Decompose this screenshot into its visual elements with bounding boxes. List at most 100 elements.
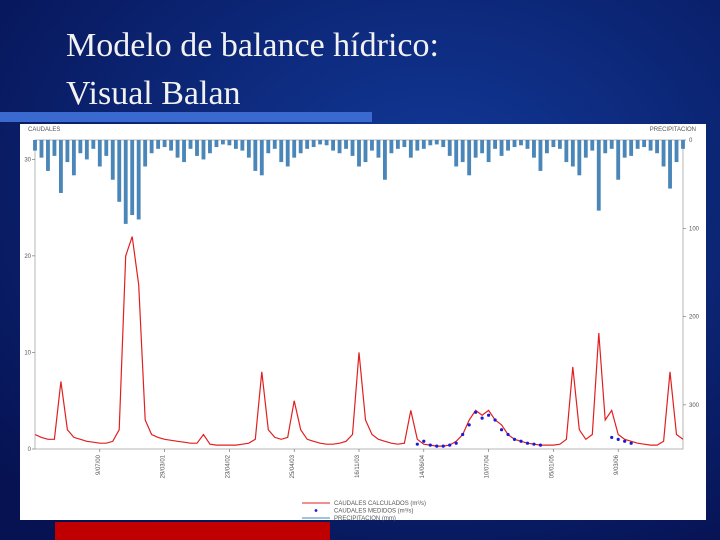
precip-bar [532,140,536,158]
measured-point [435,444,439,448]
precip-bar [454,140,459,167]
precip-bar [544,140,549,154]
precip-bar [551,140,556,148]
precip-bar [557,140,562,149]
x-tick-label: 16/11/03 [355,454,361,478]
precip-bar [655,140,660,154]
precip-bar [143,140,148,167]
precip-bar [421,140,426,149]
precip-bar [195,140,199,156]
measured-point [441,444,445,448]
precip-bar [123,140,128,224]
precip-bar [33,140,37,151]
chart-panel [20,124,706,520]
precip-bar [214,140,219,148]
slide-title: Modelo de balance hídrico: [66,27,439,64]
measured-point [461,432,465,437]
precip-bar [240,140,245,151]
x-tick-label: 9/07/00 [96,454,102,475]
precip-bar [583,140,588,158]
precip-bar [616,140,621,180]
precip-bar [357,140,361,167]
precip-bar [499,140,504,156]
precip-bar [266,140,271,154]
precip-bar [564,140,569,163]
measured-point [499,428,504,432]
y-tick-label: 10 [24,350,31,356]
precip-bar [156,140,161,149]
y-axis-label: CAUDALES [28,127,60,133]
precip-bar [233,140,238,149]
precip-bar [117,140,122,202]
precip-bar [467,140,472,176]
legend-label: CAUDALES CALCULADOS (m³/s) [334,501,426,507]
precip-bar [570,140,575,167]
precip-bar [298,140,303,154]
measured-point [487,413,491,417]
y2-tick-label: 200 [689,315,700,321]
precip-bar [590,140,595,151]
precip-bar [661,140,666,167]
precip-bar [428,140,433,146]
precip-bar [272,140,277,149]
precip-bar [493,140,498,149]
y-tick-label: 0 [28,447,32,453]
x-tick-label: 9/03/06 [614,454,620,475]
precip-bar [350,140,355,156]
precip-bar [324,140,329,146]
measured-point [454,441,458,445]
precip-bar [253,140,258,171]
precip-bar [318,140,323,145]
precip-bar [402,140,407,148]
precip-bar [648,140,653,151]
precip-bar [65,140,70,163]
precip-bar [259,140,264,176]
measured-point [474,410,478,414]
precip-bar [188,140,193,149]
accent-bar [55,522,330,540]
precip-bar [538,140,543,171]
x-tick-label: 05/01/05 [549,454,555,478]
precip-bar [344,140,348,149]
flow-line [34,236,684,447]
precip-bar [201,140,206,160]
precip-bar [104,140,109,156]
x-tick-label: 29/03/01 [161,454,167,478]
x-tick-label: 23/04/02 [225,454,231,478]
y2-axis-label: PRECIPITACION [650,127,696,133]
y-tick-label: 30 [24,157,31,163]
measured-point [506,432,510,437]
measured-point [467,423,471,427]
precip-bar [58,140,63,193]
precip-bar [208,140,212,154]
measured-point [519,439,523,443]
measured-point [538,443,543,447]
precip-bar [441,140,446,148]
precip-bar [311,140,316,148]
precip-bar [629,140,634,156]
precip-bar [292,140,297,158]
precip-bar [149,140,154,154]
legend-swatch [314,509,318,512]
precip-bar [162,140,167,148]
precip-bar [519,140,523,146]
precip-bar [596,140,601,211]
precip-bar [376,140,381,158]
measured-point [512,437,517,441]
precip-bar [370,140,374,151]
precip-bar [331,140,336,151]
precip-bar [447,140,452,156]
measured-point [428,443,432,447]
measured-point [525,441,530,445]
precip-bar [39,140,44,158]
measured-point [616,437,620,441]
precip-bar [486,140,491,163]
precip-bar [603,140,608,154]
precip-bar [91,140,96,149]
precip-bar [46,140,50,171]
slide-title: Visual Balan [66,75,241,112]
precip-bar [415,140,420,151]
precip-bar [285,140,290,167]
